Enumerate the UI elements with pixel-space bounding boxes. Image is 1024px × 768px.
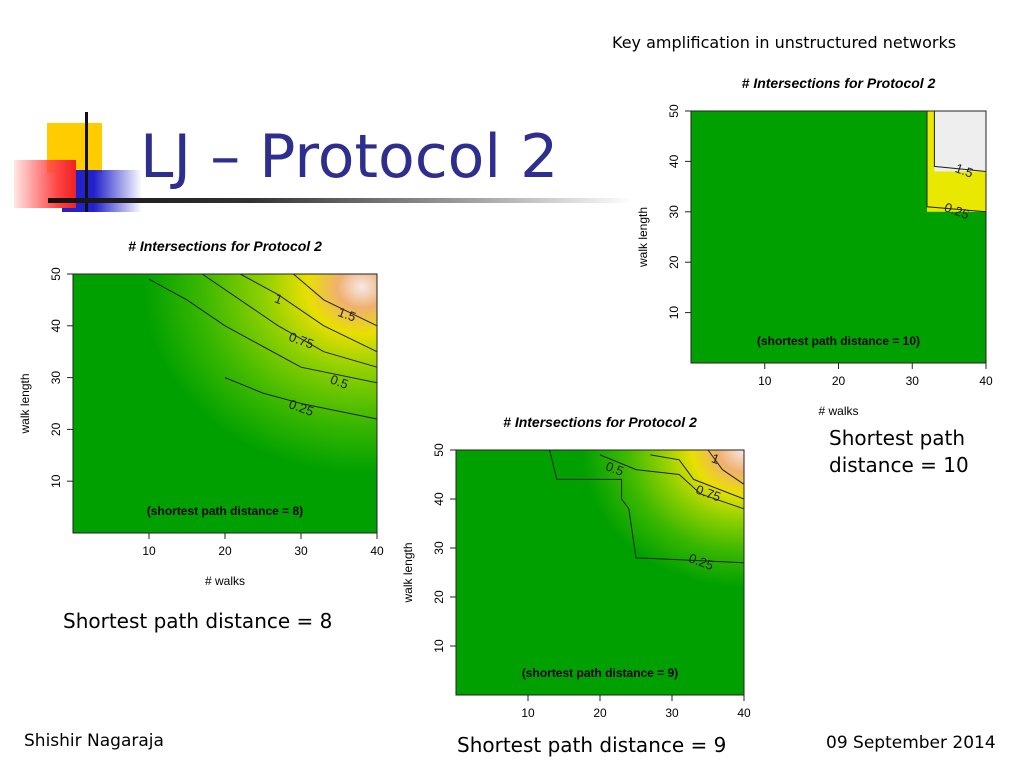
- caption-distance-9: Shortest path distance = 9: [457, 733, 727, 757]
- x-tick-label: 40: [370, 544, 384, 558]
- contour-label: 1: [710, 451, 722, 468]
- slide-title: LJ – Protocol 2: [140, 122, 559, 192]
- y-tick-label: 10: [49, 474, 63, 488]
- contour-label: 1.5: [953, 160, 975, 180]
- contour-line-1: [239, 273, 378, 353]
- footer-author: Shishir Nagaraja: [24, 731, 164, 751]
- contour-line-0.75: [650, 454, 745, 500]
- x-tick-label: 30: [906, 374, 920, 388]
- y-tick-label: 40: [667, 154, 681, 168]
- chart-title: # Intersections for Protocol 2: [742, 75, 936, 91]
- y-tick-label: 10: [432, 639, 446, 653]
- y-tick-label: 20: [667, 255, 681, 269]
- contour-line-0.5: [148, 278, 378, 384]
- y-tick-label: 50: [667, 104, 681, 118]
- caption-distance-10-line2: distance = 10: [829, 453, 969, 477]
- y-tick-label: 50: [432, 443, 446, 457]
- contour-label: 0.5: [328, 372, 350, 392]
- footer-date: 09 September 2014: [826, 733, 996, 753]
- x-axis-label: # walks: [818, 404, 858, 418]
- contour-line-1.5: [933, 111, 987, 172]
- header-title: Key amplification in unstructured networ…: [612, 33, 957, 52]
- caption-distance-10-line1: Shortest path: [829, 426, 966, 450]
- x-tick-label: 20: [832, 374, 846, 388]
- contour-line-0.25: [926, 111, 987, 213]
- y-axis-label: walk length: [401, 542, 415, 603]
- x-tick-label: 20: [218, 544, 232, 558]
- y-axis-label: walk length: [636, 207, 650, 268]
- title-underline: [48, 198, 633, 203]
- x-tick-label: 30: [294, 544, 308, 558]
- x-tick-label: 10: [521, 706, 535, 720]
- x-tick-label: 20: [593, 706, 607, 720]
- heatmap-gradient: [456, 450, 744, 695]
- contour-line-0.25: [549, 449, 745, 564]
- x-tick-label: 40: [737, 706, 751, 720]
- contour-label: 1: [273, 291, 285, 308]
- y-axis-label: walk length: [18, 373, 32, 434]
- title-deco-vertical-line: [85, 112, 88, 212]
- x-tick-label: 10: [142, 544, 156, 558]
- y-tick-label: 20: [49, 422, 63, 436]
- chart-annotation: (shortest path distance = 9): [522, 666, 678, 680]
- y-tick-label: 10: [667, 306, 681, 320]
- contour-line-1.5: [293, 273, 378, 327]
- heatmap-chart-distance-9: 0.250.50.751# Intersections for Protocol…: [401, 414, 751, 720]
- heatmap-chart-distance-10: 1.50.25# Intersections for Protocol 2(sh…: [636, 75, 993, 418]
- chart-title: # Intersections for Protocol 2: [503, 414, 697, 430]
- contour-line-0.25: [224, 377, 378, 420]
- contour-label: 1.5: [336, 304, 358, 324]
- contour-label: 0.5: [604, 458, 626, 478]
- y-tick-label: 50: [49, 267, 63, 281]
- chart-annotation: (shortest path distance = 10): [757, 334, 920, 348]
- chart-title: # Intersections for Protocol 2: [128, 238, 322, 254]
- contour-line-1: [707, 449, 745, 485]
- y-tick-label: 30: [49, 371, 63, 385]
- contour-line-0.5: [599, 454, 745, 510]
- y-tick-label: 30: [432, 541, 446, 555]
- y-tick-label: 40: [432, 492, 446, 506]
- x-tick-label: 30: [665, 706, 679, 720]
- y-tick-label: 30: [667, 205, 681, 219]
- y-tick-label: 20: [432, 590, 446, 604]
- x-axis-label: # walks: [205, 574, 245, 588]
- caption-distance-8: Shortest path distance = 8: [63, 609, 333, 633]
- y-tick-label: 40: [49, 319, 63, 333]
- heatmap-gradient: [73, 274, 377, 533]
- chart-annotation: (shortest path distance = 8): [147, 504, 303, 518]
- x-tick-label: 10: [758, 374, 772, 388]
- contour-line-0.75: [201, 273, 378, 368]
- x-tick-label: 40: [979, 374, 993, 388]
- heatmap-region-peak: [934, 111, 986, 172]
